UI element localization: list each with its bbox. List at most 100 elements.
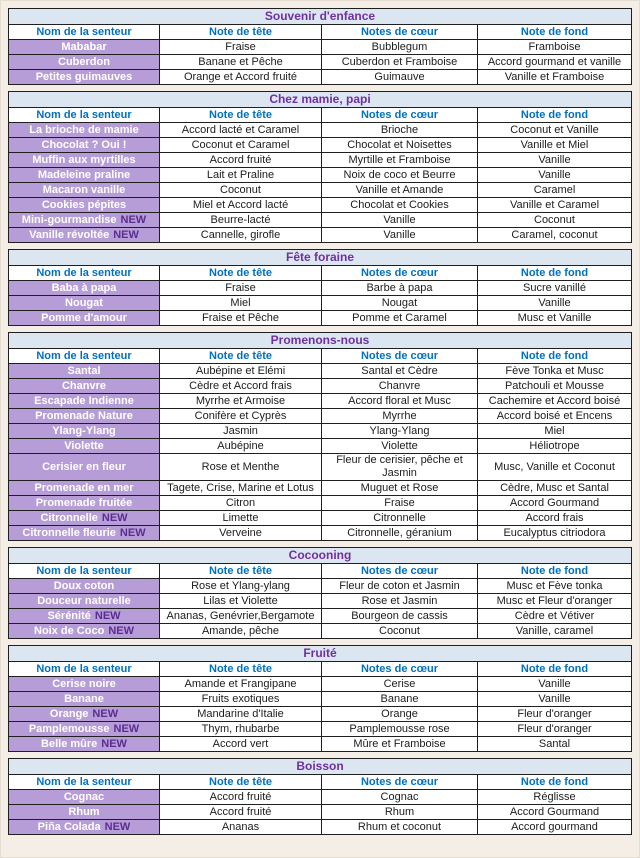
scent-name-cell: Piña Colada NEW <box>9 820 160 834</box>
heart-note-cell: Bubblegum <box>322 40 478 54</box>
scent-row: Piña Colada NEW Ananas Rhum et coconut Accor… <box>9 819 631 834</box>
scent-name-cell: Mini-gourmandise NEW <box>9 213 160 227</box>
scent-name-cell: Cerisier en fleur <box>9 454 160 480</box>
top-note-cell: Amande et Frangipane <box>160 677 322 691</box>
column-header: Notes de cœur <box>322 108 478 122</box>
base-note-cell: Vanille <box>538 168 571 181</box>
base-note-cell: Vanille et Framboise <box>504 70 605 83</box>
scent-name: Mini-gourmandise <box>21 213 117 226</box>
heart-note-cell: Fleur de cerisier, pêche et Jasmin <box>322 454 478 480</box>
top-note-cell: Aubépine <box>160 439 322 453</box>
heart-note-cell: Vanille <box>322 228 478 242</box>
scent-name-cell: Santal <box>9 364 160 378</box>
scent-name-cell: Cookies pépites <box>9 198 160 212</box>
column-header: Note de tête <box>160 108 322 122</box>
section: Fête foraine Nom de la senteur Note de têt… <box>8 249 632 326</box>
base-note-cell: Eucalyptus citriodora <box>503 526 606 539</box>
column-header: Note de fond <box>478 108 631 122</box>
scent-name: Orange <box>49 707 89 720</box>
base-note-cell: Musc, Vanille et Coconut <box>494 460 615 473</box>
column-header: Note de tête <box>160 266 322 280</box>
heart-note-cell: Citronnelle, géranium <box>322 526 478 540</box>
scent-name-cell: Madeleine praline <box>9 168 160 182</box>
base-note-cell: Coconut <box>534 213 575 226</box>
scent-row: Mababar Fraise Bubblegum Framboise <box>9 39 631 54</box>
column-header: Notes de cœur <box>322 662 478 676</box>
scent-name-cell: Ylang-Ylang <box>9 424 160 438</box>
base-note-cell: Vanille, caramel <box>515 624 594 637</box>
heart-note-cell: Nougat <box>322 296 478 310</box>
scent-name-cell: Douceur naturelle <box>9 594 160 608</box>
section: Cocooning Nom de la senteur Note de tête No… <box>8 547 632 639</box>
column-header: Note de fond <box>478 662 631 676</box>
top-note-cell: Verveine <box>160 526 322 540</box>
top-note-cell: Coconut et Caramel <box>160 138 322 152</box>
base-note-cell: Accord Gourmand <box>509 805 600 818</box>
heart-note-cell: Vanille <box>322 213 478 227</box>
scent-row: Ylang-Ylang Jasmin Ylang-Ylang Miel <box>9 423 631 438</box>
top-note-cell: Mandarine d'Italie <box>160 707 322 721</box>
scent-name: Citronnelle fleurie <box>22 526 116 539</box>
heart-note-cell: Cerise <box>322 677 478 691</box>
scent-name: Vanille révoltée <box>29 228 110 241</box>
top-note-cell: Banane et Pêche <box>160 55 322 69</box>
scent-row: Promenade Nature Conifère et Cyprès Myrrhe… <box>9 408 631 423</box>
scent-name-cell: Banane <box>9 692 160 706</box>
base-note-cell: Miel <box>544 424 565 437</box>
scent-name-cell: Macaron vanille <box>9 183 160 197</box>
scent-name: Chanvre <box>61 379 107 392</box>
section: Fruité Nom de la senteur Note de tête Notes… <box>8 645 632 752</box>
top-note-cell: Citron <box>160 496 322 510</box>
column-header: Nom de la senteur <box>9 108 160 122</box>
scent-name-cell: Petites guimauves <box>9 70 160 84</box>
new-badge: NEW <box>101 511 128 524</box>
base-note-cell: Vanille <box>538 296 571 309</box>
section: Souvenir d'enfance Nom de la senteur Note … <box>8 8 632 85</box>
column-header: Note de fond <box>478 25 631 39</box>
scent-name: Nougat <box>65 296 103 309</box>
new-badge: NEW <box>113 228 139 241</box>
heart-note-cell: Guimauve <box>322 70 478 84</box>
scent-name: Pomme d'amour <box>41 311 127 324</box>
column-header: Nom de la senteur <box>9 775 160 789</box>
scent-row: Macaron vanille Coconut Vanille et Amande C… <box>9 182 631 197</box>
base-note-cell: Vanille <box>538 153 571 166</box>
scent-name: Sérénité <box>47 609 91 622</box>
top-note-cell: Miel <box>160 296 322 310</box>
top-note-cell: Miel et Accord lacté <box>160 198 322 212</box>
column-header: Note de fond <box>478 349 631 363</box>
scent-name: Banane <box>64 692 104 705</box>
top-note-cell: Accord lacté et Caramel <box>160 123 322 137</box>
base-note-cell: Vanille <box>538 677 571 690</box>
scent-name: Santal <box>67 364 101 377</box>
scent-name: Promenade Nature <box>35 409 133 422</box>
base-note-cell: Vanille <box>538 692 571 705</box>
heart-note-cell: Banane <box>322 692 478 706</box>
new-badge: NEW <box>119 526 146 539</box>
new-badge: NEW <box>92 707 119 720</box>
scent-name: Doux coton <box>53 579 115 592</box>
section-title: Boisson <box>9 759 631 775</box>
scent-table: Souvenir d'enfance Nom de la senteur Note … <box>8 8 632 835</box>
top-note-cell: Cannelle, girofle <box>160 228 322 242</box>
scent-name: Citronnelle <box>40 511 98 524</box>
base-note-cell: Musc et Vanille <box>517 311 592 324</box>
scent-name-cell: Baba à papa <box>9 281 160 295</box>
top-note-cell: Rose et Ylang-ylang <box>160 579 322 593</box>
new-badge: NEW <box>101 737 127 750</box>
heart-note-cell: Pomme et Caramel <box>322 311 478 325</box>
scent-name-cell: Cuberdon <box>9 55 160 69</box>
top-note-cell: Orange et Accord fruité <box>160 70 322 84</box>
section: Promenons-nous Nom de la senteur Note de t… <box>8 332 632 541</box>
scent-name-cell: Belle mûre NEW <box>9 737 160 751</box>
base-note-cell: Patchouli et Mousse <box>504 379 605 392</box>
scent-row: Promenade fruitée Citron Fraise Accord Gour… <box>9 495 631 510</box>
heart-note-cell: Chocolat et Noisettes <box>322 138 478 152</box>
scent-row: Chocolat ? Oui ! Coconut et Caramel Chocol… <box>9 137 631 152</box>
heart-note-cell: Santal et Cèdre <box>322 364 478 378</box>
heart-note-cell: Accord floral et Musc <box>322 394 478 408</box>
scent-name-cell: Noix de Coco NEW <box>9 624 160 638</box>
scent-name-cell: Mababar <box>9 40 160 54</box>
scent-name: Ylang-Ylang <box>52 424 116 437</box>
